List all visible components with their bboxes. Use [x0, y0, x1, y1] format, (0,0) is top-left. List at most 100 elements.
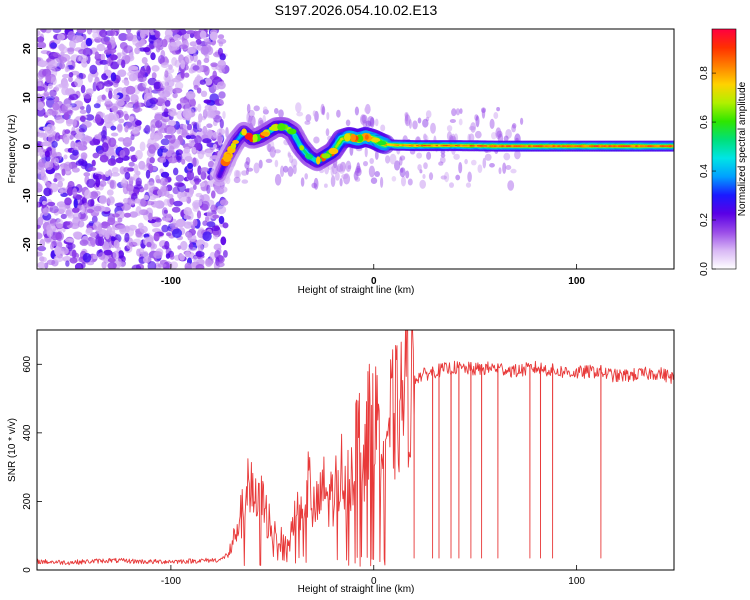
- noise-blob: [52, 102, 60, 111]
- heatmap-y-tick-label: -20: [22, 237, 33, 252]
- noise-blob: [67, 48, 75, 55]
- noise-blob: [159, 93, 165, 99]
- noise-blob: [477, 164, 483, 173]
- heatmap-noise-layer: [37, 29, 524, 269]
- noise-blob: [174, 81, 184, 90]
- noise-blob: [189, 97, 196, 108]
- noise-blob: [61, 81, 69, 89]
- noise-blob: [394, 160, 401, 171]
- noise-blob: [453, 153, 460, 160]
- noise-blob: [213, 243, 222, 251]
- noise-blob: [73, 221, 78, 228]
- noise-blob: [148, 144, 157, 154]
- noise-blob: [184, 146, 191, 154]
- noise-blob: [262, 106, 268, 112]
- noise-blob: [458, 118, 463, 126]
- noise-blob: [489, 118, 495, 129]
- noise-blob: [196, 120, 201, 131]
- noise-blob: [313, 136, 320, 144]
- noise-blob: [404, 114, 411, 127]
- heatmap-ridge-layer: [209, 117, 674, 186]
- noise-blob: [199, 182, 206, 187]
- noise-blob: [129, 146, 136, 152]
- noise-blob: [121, 183, 128, 189]
- noise-blob: [125, 85, 136, 95]
- noise-blob: [144, 183, 149, 191]
- ridge-blob: [371, 137, 381, 143]
- noise-blob: [205, 149, 213, 158]
- noise-blob: [345, 160, 352, 172]
- noise-blob: [180, 240, 188, 251]
- noise-blob: [300, 177, 305, 187]
- snr-y-axis: 0 200 400 600: [22, 356, 42, 573]
- noise-blob: [44, 161, 54, 171]
- noise-blob: [481, 108, 486, 119]
- noise-blob: [103, 249, 113, 256]
- noise-blob: [184, 262, 192, 269]
- noise-blob: [195, 251, 205, 258]
- noise-blob: [81, 197, 87, 204]
- noise-blob: [482, 157, 487, 169]
- noise-blob: [95, 236, 103, 246]
- noise-blob: [62, 73, 70, 79]
- noise-blob: [171, 206, 181, 213]
- noise-blob: [204, 38, 212, 47]
- noise-blob: [374, 150, 379, 160]
- snr-panel: -100 0 100 0 200 400 600 Height of straight l…: [7, 329, 675, 595]
- noise-blob: [84, 189, 91, 199]
- noise-blob: [467, 171, 472, 183]
- noise-blob: [253, 162, 260, 174]
- noise-blob: [93, 103, 101, 109]
- snr-frame: [36, 329, 675, 571]
- noise-blob: [241, 179, 249, 184]
- noise-blob: [101, 94, 106, 101]
- noise-blob: [471, 159, 477, 166]
- noise-blob: [66, 187, 74, 196]
- noise-blob: [117, 217, 123, 223]
- ridge-blob: [344, 133, 351, 142]
- noise-blob: [470, 122, 476, 133]
- noise-blob: [235, 170, 241, 179]
- noise-blob: [196, 87, 202, 94]
- noise-blob: [45, 73, 52, 84]
- noise-blob: [189, 242, 194, 250]
- noise-blob: [200, 45, 209, 55]
- noise-blob: [144, 200, 155, 206]
- noise-blob: [65, 242, 76, 250]
- noise-blob: [423, 162, 428, 170]
- noise-blob: [106, 189, 114, 196]
- snr-x-axis: -100 0 100: [161, 565, 585, 587]
- noise-blob: [163, 198, 170, 206]
- noise-blob: [159, 157, 167, 163]
- noise-blob: [52, 52, 61, 58]
- noise-blob: [185, 91, 196, 100]
- noise-blob: [160, 148, 169, 153]
- noise-blob: [172, 92, 178, 99]
- noise-blob: [54, 246, 62, 256]
- noise-blob: [133, 164, 139, 174]
- noise-blob: [106, 195, 115, 206]
- noise-blob: [496, 107, 500, 112]
- noise-blob: [72, 187, 78, 197]
- noise-blob: [37, 30, 41, 37]
- noise-blob: [174, 59, 181, 68]
- noise-blob: [143, 194, 149, 201]
- noise-blob: [59, 62, 65, 70]
- noise-blob: [153, 232, 160, 242]
- noise-blob: [380, 176, 384, 188]
- noise-blob: [49, 89, 57, 98]
- noise-blob: [455, 174, 461, 181]
- noise-blob: [158, 81, 169, 89]
- noise-blob: [175, 174, 185, 182]
- ridge-blob: [252, 134, 258, 143]
- noise-blob: [94, 114, 102, 124]
- noise-blob: [152, 166, 157, 171]
- noise-blob: [110, 61, 120, 70]
- noise-blob: [75, 133, 83, 140]
- noise-blob: [465, 182, 472, 188]
- noise-blob: [73, 198, 78, 209]
- noise-blob: [399, 167, 406, 178]
- noise-blob: [449, 182, 454, 188]
- noise-blob: [185, 232, 192, 239]
- noise-blob: [199, 79, 206, 85]
